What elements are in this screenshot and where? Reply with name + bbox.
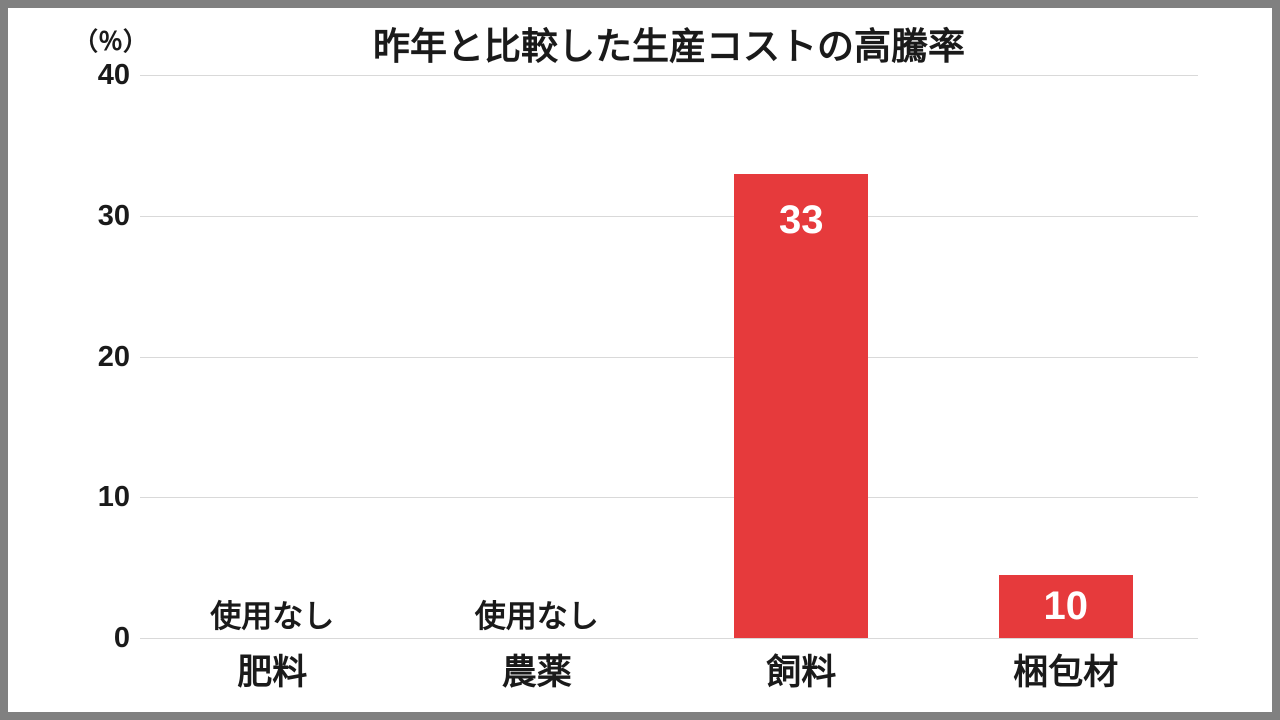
y-tick-label-30: 30 bbox=[97, 199, 130, 232]
y-tick-label-0: 0 bbox=[113, 622, 130, 654]
gridline-20 bbox=[140, 356, 1198, 358]
gridline-40 bbox=[140, 75, 1198, 76]
y-tick-label-20: 20 bbox=[97, 340, 130, 373]
chart-canvas: 昨年と比較した生産コストの高騰率 （％） 0 10 20 30 40 肥料 農薬 飼料 梱包材… bbox=[8, 8, 1272, 712]
y-tick-label-40: 40 bbox=[97, 59, 130, 91]
plot-area bbox=[140, 75, 1198, 639]
gridline-0 bbox=[140, 638, 1198, 639]
chart-title: 昨年と比較した生産コストの高騰率 bbox=[373, 26, 965, 67]
category-label-肥料: 肥料 bbox=[237, 653, 308, 692]
y-tick-label-10: 10 bbox=[97, 481, 130, 514]
no-use-note: 使用なし bbox=[474, 599, 599, 634]
category-label-梱包材: 梱包材 bbox=[1013, 653, 1119, 692]
bar-飼料: 33 bbox=[734, 173, 869, 638]
bar-value-label: 10 bbox=[1043, 584, 1089, 629]
bar-value-label: 33 bbox=[779, 197, 824, 242]
no-use-note: 使用なし bbox=[210, 599, 335, 634]
category-label-飼料: 飼料 bbox=[766, 653, 837, 692]
gridline-30 bbox=[140, 215, 1198, 217]
y-axis-unit-label: （％） bbox=[72, 28, 148, 56]
gridline-10 bbox=[140, 497, 1198, 499]
category-label-農薬: 農薬 bbox=[501, 653, 572, 692]
bar-梱包材: 10 bbox=[998, 574, 1133, 638]
